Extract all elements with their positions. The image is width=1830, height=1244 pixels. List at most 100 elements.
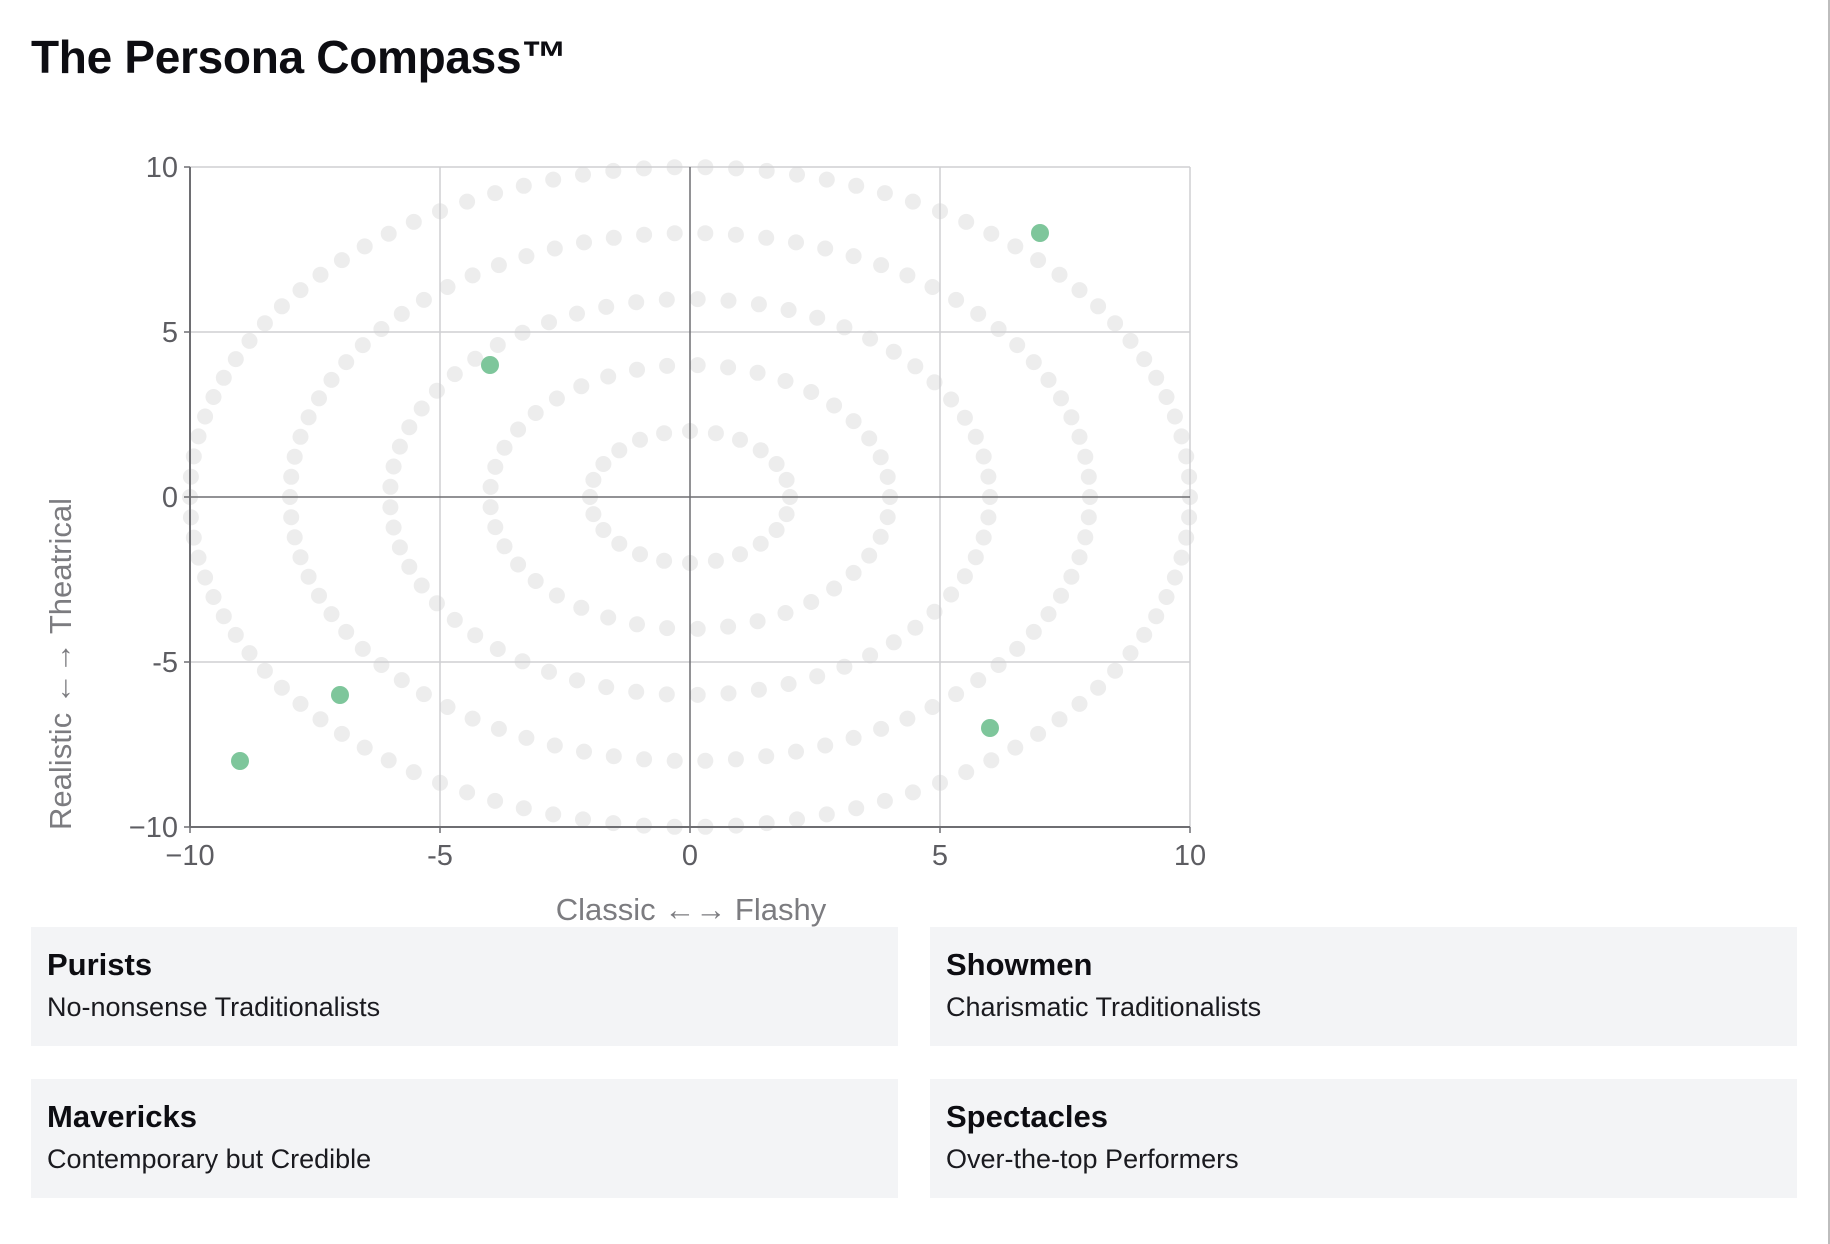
background-ring-dot <box>382 499 399 516</box>
quadrant-description: Charismatic Traditionalists <box>946 992 1262 1022</box>
background-ring-dot <box>975 448 992 465</box>
background-ring-dot <box>256 315 273 332</box>
background-ring-dot <box>1173 549 1190 566</box>
background-ring-dot <box>803 384 820 400</box>
background-ring-dot <box>1090 679 1107 696</box>
x-tick-label: 0 <box>682 840 698 872</box>
background-ring-dot <box>333 252 350 269</box>
background-ring-dot <box>861 430 878 447</box>
background-ring-dot <box>758 162 775 179</box>
background-ring-dot <box>1136 351 1153 368</box>
background-ring-dot <box>300 568 317 585</box>
background-ring-dot <box>338 623 355 640</box>
background-ring-dot <box>788 743 804 760</box>
background-ring-dot <box>1181 509 1198 526</box>
data-point <box>981 719 999 737</box>
y-tick-labels: 10 5 0 -5 −10 <box>129 152 190 844</box>
background-ring-dot <box>1053 390 1069 407</box>
background-ring-dot <box>241 332 258 349</box>
background-ring-dot <box>1009 640 1026 657</box>
data-point <box>331 686 349 704</box>
quadrant-title: Showmen <box>946 947 1093 982</box>
quadrant-description: Contemporary but Credible <box>47 1144 372 1174</box>
background-ring-dot <box>983 752 1000 769</box>
background-ring-dot <box>659 357 676 374</box>
background-ring-dot <box>548 587 565 604</box>
background-ring-dot <box>273 298 290 315</box>
background-ring-dot <box>967 428 984 445</box>
background-ring-dot <box>975 529 992 546</box>
background-ring-dot <box>569 672 585 689</box>
quadrant-cards: Purists No-nonsense Traditionalists Show… <box>31 927 1797 1198</box>
background-ring-dot <box>323 606 340 623</box>
background-ring-dot <box>256 662 273 679</box>
background-ring-dot <box>1107 315 1124 332</box>
background-ring-dot <box>758 229 775 246</box>
background-ring-dot <box>861 547 878 564</box>
background-ring-dot <box>876 792 893 809</box>
background-ring-dot <box>750 681 767 698</box>
background-ring-dot <box>464 267 481 284</box>
background-ring-dot <box>658 686 675 703</box>
background-ring-dot <box>728 817 745 834</box>
background-ring-dot <box>845 729 862 746</box>
page-edge <box>1828 0 1830 1244</box>
background-ring-dot <box>666 225 683 242</box>
background-ring-dot <box>1051 711 1068 728</box>
background-ring-dot <box>428 382 445 399</box>
background-ring-dot <box>1071 428 1088 445</box>
background-ring-dot <box>943 586 960 603</box>
background-ring-dot <box>958 764 975 781</box>
background-ring-dot <box>629 616 645 633</box>
background-ring-dot <box>780 302 797 318</box>
background-ring-dot <box>707 425 724 442</box>
background-ring-dot <box>546 737 563 754</box>
background-ring-dot <box>990 321 1007 337</box>
x-axis-title: Classic ←→ Flashy <box>556 892 827 927</box>
background-ring-dot <box>439 279 456 295</box>
background-ring-dot <box>926 603 943 620</box>
background-ring-dot <box>885 343 902 360</box>
background-ring-dot <box>373 657 390 673</box>
background-ring-dot <box>656 552 673 569</box>
background-ring-dot <box>1063 568 1080 585</box>
background-ring-dot <box>879 509 896 526</box>
background-ring-dot <box>948 686 965 703</box>
background-ring-dot <box>1077 448 1094 465</box>
background-ring-dot <box>215 369 232 386</box>
background-ring-dot <box>600 609 617 626</box>
background-ring-dot <box>1040 606 1057 623</box>
background-ring-dot <box>956 568 973 585</box>
background-ring-dot <box>778 506 795 523</box>
background-ring-dot <box>635 817 652 834</box>
background-ring-dot <box>1178 529 1195 546</box>
background-ring-dot <box>1007 739 1024 756</box>
background-ring-dot <box>573 378 590 395</box>
background-ring-dot <box>873 720 890 737</box>
background-ring-dot <box>879 468 896 485</box>
background-ring-dot <box>283 468 300 485</box>
background-ring-dot <box>446 366 463 383</box>
background-ring-dot <box>732 546 748 563</box>
background-ring-dot <box>720 618 737 635</box>
background-ring-dot <box>548 390 565 407</box>
background-ring-dot <box>415 291 432 308</box>
background-ring-dot <box>778 471 795 488</box>
background-ring-dot <box>1166 408 1183 425</box>
background-ring-dot <box>689 686 706 703</box>
background-ring-dot <box>967 549 984 566</box>
background-ring-dot <box>1136 626 1153 643</box>
background-ring-dot <box>632 431 648 448</box>
background-ring-dot <box>1009 337 1026 354</box>
background-ring-dot <box>1063 409 1080 426</box>
background-ring-dot <box>924 279 941 295</box>
background-ring-dot <box>598 298 615 315</box>
background-ring-dot <box>789 811 805 828</box>
background-ring-dot <box>292 695 309 712</box>
background-ring-dot <box>467 627 484 644</box>
background-ring-dot <box>197 408 214 425</box>
background-ring-dot <box>809 309 826 326</box>
background-ring-dot <box>1025 623 1042 640</box>
background-ring-dot <box>393 672 410 689</box>
background-ring-dot <box>666 752 683 769</box>
